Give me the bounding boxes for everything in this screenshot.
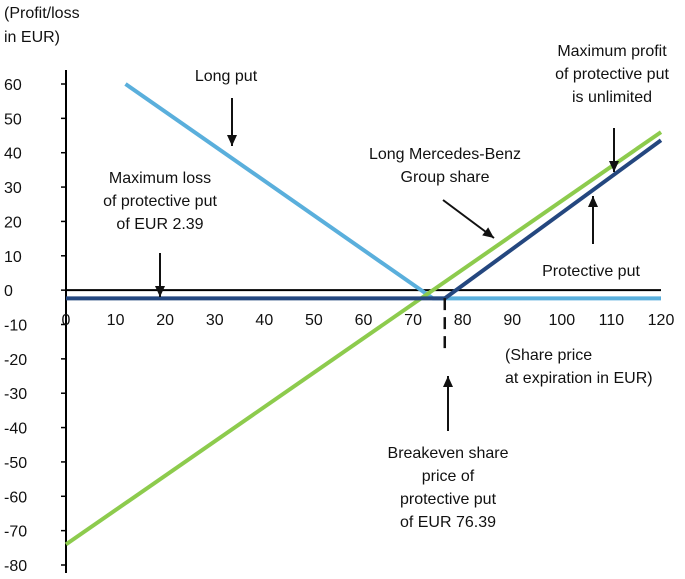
x-tick-label: 100 bbox=[548, 312, 575, 329]
x-tick-label: 70 bbox=[404, 312, 422, 329]
arrow-protective-put bbox=[588, 196, 598, 244]
annotation-breakeven-line: Breakeven share bbox=[388, 445, 509, 462]
arrow-long-put bbox=[227, 98, 237, 146]
annotation-max-loss: Maximum loss of protective put of EUR 2.39 bbox=[103, 170, 217, 233]
y-tick-label: 60 bbox=[4, 77, 22, 94]
annotation-breakeven-line: of EUR 76.39 bbox=[400, 514, 496, 531]
x-tick-label: 0 bbox=[62, 312, 71, 329]
y-tick-label: -20 bbox=[4, 352, 27, 369]
arrow-max-loss bbox=[155, 253, 165, 297]
x-axis-title-line: (Share price bbox=[505, 347, 592, 364]
annotation-max-profit-line: is unlimited bbox=[572, 89, 652, 106]
annotation-max-profit-line: of protective put bbox=[555, 66, 669, 83]
y-tick-label: 30 bbox=[4, 180, 22, 197]
annotation-max-profit-line: Maximum profit bbox=[557, 43, 667, 60]
y-axis-title-line: (Profit/loss bbox=[4, 5, 80, 22]
annotations: (Profit/loss in EUR) (Share price at expira… bbox=[4, 5, 669, 531]
x-tick-label: 20 bbox=[156, 312, 174, 329]
axes bbox=[61, 70, 661, 573]
arrow-max-profit bbox=[609, 128, 619, 172]
annotation-max-profit: Maximum profit of protective put is unlimi… bbox=[555, 43, 669, 106]
annotation-long-share-line: Group share bbox=[401, 169, 490, 186]
arrow-breakeven bbox=[443, 376, 453, 431]
x-tick-label: 40 bbox=[255, 312, 273, 329]
x-tick-label: 60 bbox=[355, 312, 373, 329]
y-tick-label: -10 bbox=[4, 318, 27, 335]
annotation-max-loss-line: Maximum loss bbox=[109, 170, 211, 187]
x-tick-label: 50 bbox=[305, 312, 323, 329]
annotation-breakeven: Breakeven share price of protective put of … bbox=[388, 445, 509, 531]
y-tick-label: -70 bbox=[4, 524, 27, 541]
y-tick-label: 20 bbox=[4, 214, 22, 231]
annotation-long-share-line: Long Mercedes-Benz bbox=[369, 146, 521, 163]
annotation-long-share: Long Mercedes-Benz Group share bbox=[369, 146, 521, 186]
x-tick-label: 110 bbox=[599, 312, 625, 329]
x-tick-label: 120 bbox=[648, 312, 675, 329]
x-axis-title: (Share price at expiration in EUR) bbox=[505, 347, 653, 387]
annotation-protective-put: Protective put bbox=[542, 263, 640, 280]
y-tick-label: -50 bbox=[4, 455, 27, 472]
x-tick-label: 80 bbox=[454, 312, 472, 329]
annotation-long-put-line: Long put bbox=[195, 68, 258, 85]
annotation-breakeven-line: protective put bbox=[400, 491, 497, 508]
series-line-long-mercedes-benz-group-share bbox=[64, 130, 663, 547]
annotation-protective-put-line: Protective put bbox=[542, 263, 640, 280]
annotation-max-loss-line: of EUR 2.39 bbox=[116, 216, 203, 233]
y-tick-label: 10 bbox=[4, 249, 22, 266]
y-axis-title-line: in EUR) bbox=[4, 29, 60, 46]
x-axis-title-line: at expiration in EUR) bbox=[505, 370, 653, 387]
y-tick-label: -30 bbox=[4, 386, 27, 403]
annotation-long-put: Long put bbox=[195, 68, 258, 85]
annotation-max-loss-line: of protective put bbox=[103, 193, 217, 210]
y-tick-label: -40 bbox=[4, 421, 27, 438]
y-tick-label: 50 bbox=[4, 111, 22, 128]
annotation-breakeven-line: price of bbox=[422, 468, 475, 485]
x-tick-label: 10 bbox=[107, 312, 125, 329]
x-tick-label: 30 bbox=[206, 312, 224, 329]
y-tick-label: -80 bbox=[4, 558, 27, 575]
y-tick-label: -60 bbox=[4, 489, 27, 506]
arrow-long-share bbox=[442, 199, 495, 239]
y-axis-title: (Profit/loss in EUR) bbox=[4, 5, 80, 46]
y-tick-label: 0 bbox=[4, 283, 13, 300]
x-tick-label: 90 bbox=[503, 312, 521, 329]
y-tick-label: 40 bbox=[4, 146, 22, 163]
